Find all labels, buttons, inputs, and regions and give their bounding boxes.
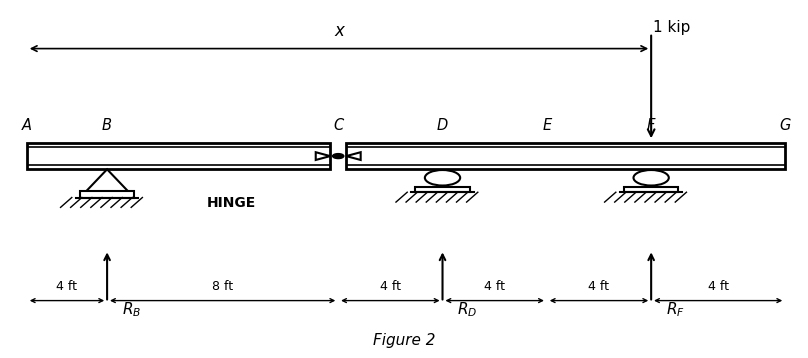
Text: 4 ft: 4 ft <box>588 280 609 293</box>
Text: 8 ft: 8 ft <box>212 280 234 293</box>
Text: x: x <box>334 22 344 40</box>
Text: Figure 2: Figure 2 <box>372 333 436 348</box>
Text: $R_D$: $R_D$ <box>457 301 478 319</box>
Text: $R_F$: $R_F$ <box>666 301 684 319</box>
Text: B: B <box>102 118 112 133</box>
Bar <box>346 143 785 169</box>
Text: 4 ft: 4 ft <box>484 280 505 293</box>
Text: 4 ft: 4 ft <box>708 280 729 293</box>
Bar <box>415 187 469 192</box>
Bar <box>80 191 134 198</box>
Bar <box>27 143 330 169</box>
Circle shape <box>633 170 669 185</box>
Polygon shape <box>316 152 330 160</box>
Polygon shape <box>86 169 128 191</box>
Text: C: C <box>333 118 343 133</box>
Text: 4 ft: 4 ft <box>380 280 401 293</box>
Text: 1 kip: 1 kip <box>653 20 690 35</box>
Text: D: D <box>437 118 448 133</box>
Circle shape <box>333 154 344 159</box>
Bar <box>624 187 679 192</box>
Text: F: F <box>647 118 655 133</box>
Text: HINGE: HINGE <box>207 196 256 210</box>
Text: $R_B$: $R_B$ <box>121 301 141 319</box>
Text: G: G <box>780 118 791 133</box>
Text: A: A <box>22 118 32 133</box>
Text: 4 ft: 4 ft <box>57 280 78 293</box>
Text: E: E <box>542 118 552 133</box>
Circle shape <box>425 170 461 185</box>
Polygon shape <box>346 152 360 160</box>
